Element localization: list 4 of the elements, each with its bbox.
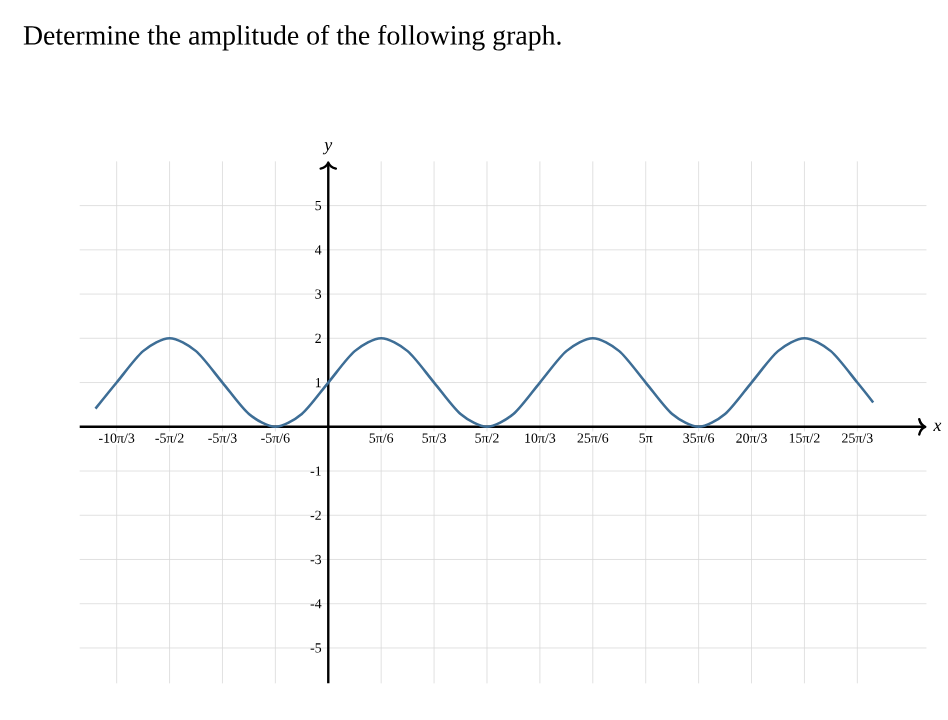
line-series xyxy=(94,337,875,429)
y-axis-title: y xyxy=(322,142,333,155)
x-axis-title: x xyxy=(933,423,942,432)
chart-title: Determine the amplitude of the following graph. xyxy=(23,25,561,51)
